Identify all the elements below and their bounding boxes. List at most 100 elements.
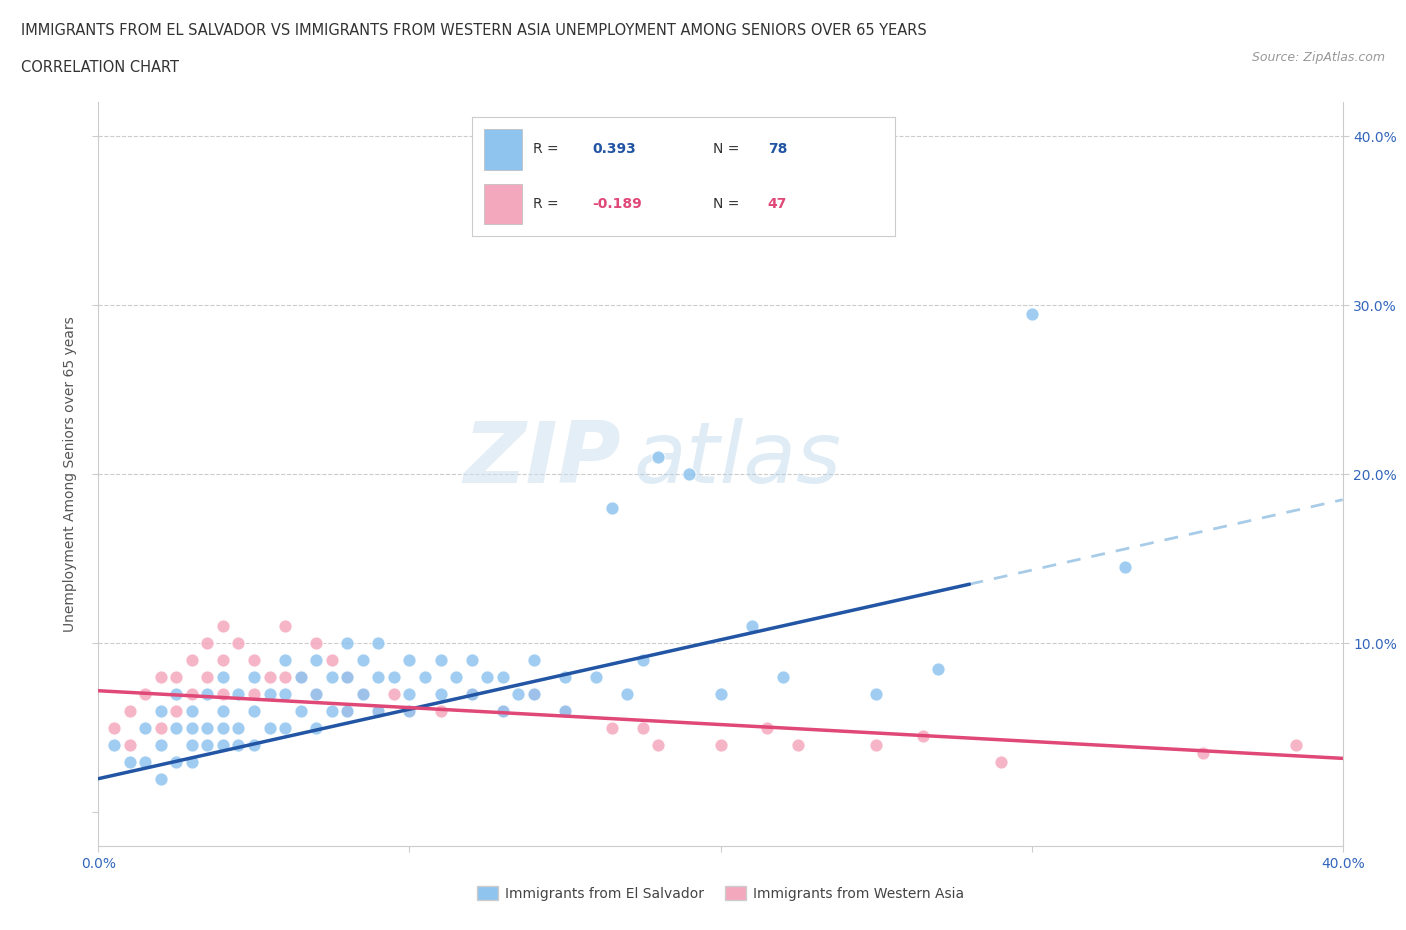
Point bbox=[195, 721, 218, 736]
Point bbox=[165, 704, 187, 719]
Point bbox=[460, 686, 484, 701]
Point bbox=[149, 771, 172, 786]
Point bbox=[321, 653, 343, 668]
Point bbox=[585, 670, 607, 684]
Point bbox=[290, 704, 312, 719]
Point bbox=[710, 686, 733, 701]
Point bbox=[195, 686, 218, 701]
Point bbox=[321, 704, 343, 719]
Point bbox=[195, 670, 218, 684]
Point bbox=[243, 686, 266, 701]
Point bbox=[508, 686, 530, 701]
Point bbox=[228, 737, 250, 752]
Text: Source: ZipAtlas.com: Source: ZipAtlas.com bbox=[1251, 51, 1385, 64]
Point bbox=[1021, 306, 1043, 321]
Point bbox=[398, 686, 420, 701]
Point bbox=[865, 686, 887, 701]
Point bbox=[336, 636, 359, 651]
Point bbox=[367, 704, 389, 719]
Point bbox=[336, 704, 359, 719]
Point bbox=[149, 704, 172, 719]
Point bbox=[274, 686, 297, 701]
Point bbox=[772, 670, 794, 684]
Point bbox=[1114, 560, 1136, 575]
Point bbox=[149, 670, 172, 684]
Text: IMMIGRANTS FROM EL SALVADOR VS IMMIGRANTS FROM WESTERN ASIA UNEMPLOYMENT AMONG S: IMMIGRANTS FROM EL SALVADOR VS IMMIGRANT… bbox=[21, 23, 927, 38]
Point bbox=[305, 686, 328, 701]
Point bbox=[477, 670, 499, 684]
Point bbox=[211, 737, 233, 752]
Point bbox=[321, 670, 343, 684]
Point bbox=[336, 670, 359, 684]
Point bbox=[149, 721, 172, 736]
Point bbox=[103, 737, 125, 752]
Point bbox=[180, 754, 202, 769]
Point bbox=[180, 737, 202, 752]
Point bbox=[460, 686, 484, 701]
Point bbox=[180, 686, 202, 701]
Point bbox=[429, 653, 451, 668]
Point bbox=[631, 721, 654, 736]
Point bbox=[554, 704, 576, 719]
Point bbox=[429, 704, 451, 719]
Point bbox=[243, 704, 266, 719]
Point bbox=[1285, 737, 1308, 752]
Point bbox=[398, 704, 420, 719]
Point bbox=[149, 737, 172, 752]
Point bbox=[290, 670, 312, 684]
Point bbox=[600, 721, 623, 736]
Point bbox=[103, 721, 125, 736]
Point bbox=[352, 686, 374, 701]
Point bbox=[211, 619, 233, 634]
Point bbox=[274, 670, 297, 684]
Point bbox=[195, 737, 218, 752]
Point bbox=[367, 704, 389, 719]
Point bbox=[134, 686, 156, 701]
Point bbox=[274, 721, 297, 736]
Point bbox=[600, 500, 623, 515]
Text: ZIP: ZIP bbox=[464, 418, 621, 501]
Point bbox=[367, 636, 389, 651]
Point bbox=[616, 686, 638, 701]
Point bbox=[243, 737, 266, 752]
Point bbox=[990, 754, 1012, 769]
Point bbox=[118, 704, 141, 719]
Point bbox=[352, 686, 374, 701]
Point bbox=[243, 670, 266, 684]
Point bbox=[243, 653, 266, 668]
Point bbox=[631, 653, 654, 668]
Point bbox=[290, 670, 312, 684]
Point bbox=[305, 686, 328, 701]
Point bbox=[523, 686, 546, 701]
Point bbox=[211, 653, 233, 668]
Point bbox=[398, 653, 420, 668]
Point bbox=[259, 670, 281, 684]
Point bbox=[305, 721, 328, 736]
Point bbox=[134, 721, 156, 736]
Y-axis label: Unemployment Among Seniors over 65 years: Unemployment Among Seniors over 65 years bbox=[63, 316, 77, 632]
Point bbox=[134, 754, 156, 769]
Point bbox=[647, 737, 669, 752]
Point bbox=[165, 754, 187, 769]
Point bbox=[382, 670, 405, 684]
Text: CORRELATION CHART: CORRELATION CHART bbox=[21, 60, 179, 75]
Point bbox=[756, 721, 779, 736]
Point bbox=[211, 721, 233, 736]
Point bbox=[211, 686, 233, 701]
Point bbox=[554, 670, 576, 684]
Point bbox=[492, 704, 515, 719]
Point bbox=[118, 754, 141, 769]
Point bbox=[741, 619, 763, 634]
Point bbox=[259, 721, 281, 736]
Point bbox=[352, 653, 374, 668]
Point bbox=[444, 670, 467, 684]
Point bbox=[305, 653, 328, 668]
Point bbox=[413, 670, 436, 684]
Point bbox=[165, 686, 187, 701]
Point bbox=[678, 467, 700, 482]
Point bbox=[492, 704, 515, 719]
Point bbox=[336, 670, 359, 684]
Point bbox=[274, 619, 297, 634]
Point bbox=[865, 737, 887, 752]
Point bbox=[429, 686, 451, 701]
